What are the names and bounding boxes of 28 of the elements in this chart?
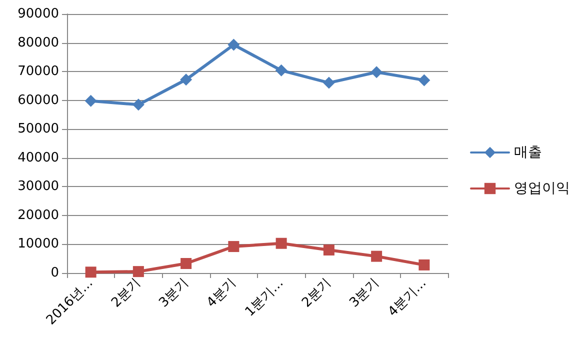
point xyxy=(228,38,240,51)
point xyxy=(323,244,334,256)
y-tick-label: 20000 xyxy=(18,208,59,223)
point xyxy=(418,74,430,86)
point xyxy=(132,266,144,278)
point xyxy=(322,76,335,89)
point xyxy=(180,74,192,86)
y-tick-label: 60000 xyxy=(18,92,59,108)
y-tick-label: 0 xyxy=(50,266,59,280)
point xyxy=(85,266,96,278)
legend-label: 영업이익 xyxy=(514,180,570,196)
y-tick-label: 50000 xyxy=(18,122,59,137)
point xyxy=(180,258,192,270)
point xyxy=(371,250,382,262)
y-tick-label: 30000 xyxy=(18,179,59,194)
y-tick-label: 70000 xyxy=(18,64,59,80)
y-tick-label: 10000 xyxy=(18,236,59,252)
y-tick-label: 80000 xyxy=(18,35,59,50)
point xyxy=(275,64,288,76)
point xyxy=(276,238,287,249)
y-tick-label: 90000 xyxy=(18,6,59,22)
legend-label: 매출 xyxy=(514,144,542,160)
point xyxy=(228,241,240,252)
point xyxy=(418,259,430,270)
point xyxy=(370,66,383,78)
y-tick-label: 40000 xyxy=(18,150,59,166)
point xyxy=(84,94,97,107)
point xyxy=(132,98,144,111)
